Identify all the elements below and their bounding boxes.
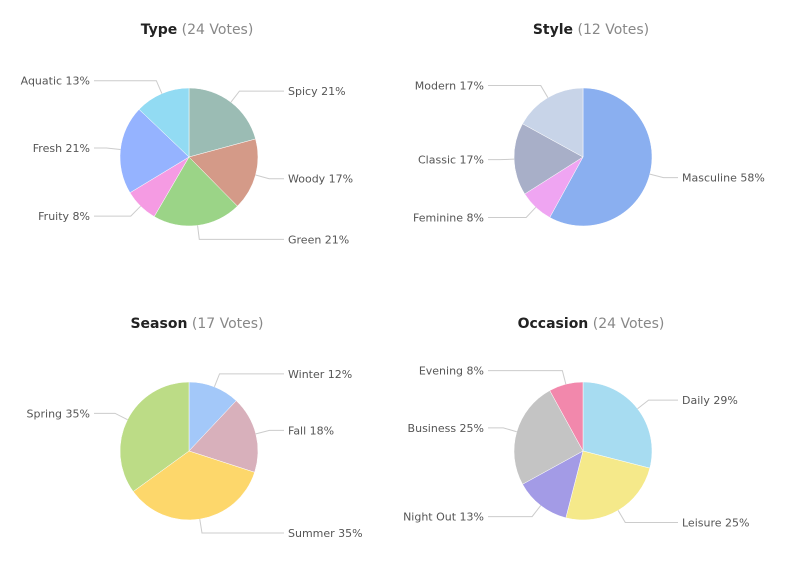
label-connector (488, 506, 541, 517)
pie-chart-type: Spicy 21% Woody 17% Green 21% Fruity 8% Fres… (0, 0, 394, 286)
slice-label: Fresh 21% (33, 142, 90, 155)
label-connector (488, 428, 517, 432)
slice-label: Classic 17% (418, 154, 484, 167)
slice-label: Leisure 25% (682, 516, 749, 529)
label-connector (650, 174, 678, 177)
slice-label: Modern 17% (415, 80, 484, 93)
slice-label: Spring 35% (27, 407, 90, 420)
label-connector (231, 91, 284, 102)
label-connector (200, 519, 284, 533)
label-connector (638, 400, 678, 409)
label-connector (256, 430, 284, 433)
slice-label: Green 21% (288, 233, 349, 246)
label-connector (94, 81, 162, 94)
pie-chart-occasion: Daily 29% Leisure 25% Night Out 13% Busines… (394, 294, 788, 580)
label-connector (94, 413, 128, 419)
slice-label: Daily 29% (682, 394, 738, 407)
chart-panel-occasion: Occasion (24 Votes) Daily 29%Leisure 25%… (394, 294, 788, 580)
slice-label: Night Out 13% (403, 511, 484, 524)
label-connector (198, 225, 284, 239)
label-connector (214, 374, 284, 387)
slice-label: Spicy 21% (288, 85, 346, 98)
slice-label: Business 25% (408, 422, 484, 435)
slice-label: Winter 12% (288, 368, 352, 381)
pie-chart-season: Winter 12% Fall 18% Summer 35% Spring 35% (0, 294, 394, 580)
label-connector (488, 207, 536, 217)
label-connector (618, 510, 678, 522)
label-connector (488, 86, 548, 98)
label-connector (256, 175, 284, 179)
slice-label: Summer 35% (288, 527, 363, 540)
chart-panel-season: Season (17 Votes) Winter 12%Fall 18%Summ… (0, 294, 394, 580)
chart-panel-type: Type (24 Votes) Spicy 21%Woody 17%Green … (0, 0, 394, 286)
slice-label: Woody 17% (288, 173, 353, 186)
slice-label: Fruity 8% (38, 210, 90, 223)
label-connector (94, 206, 141, 216)
slice-label: Evening 8% (419, 365, 484, 378)
slice-label: Feminine 8% (413, 212, 484, 225)
slice-label: Masculine 58% (682, 172, 765, 185)
label-connector (488, 371, 566, 385)
chart-panel-style: Style (12 Votes) Masculine 58%Feminine 8… (394, 0, 788, 286)
slice-label: Fall 18% (288, 424, 334, 437)
pie-chart-style: Masculine 58% Feminine 8% Classic 17% Moder… (394, 0, 788, 286)
label-connector (94, 148, 120, 150)
slice-label: Aquatic 13% (21, 75, 90, 88)
